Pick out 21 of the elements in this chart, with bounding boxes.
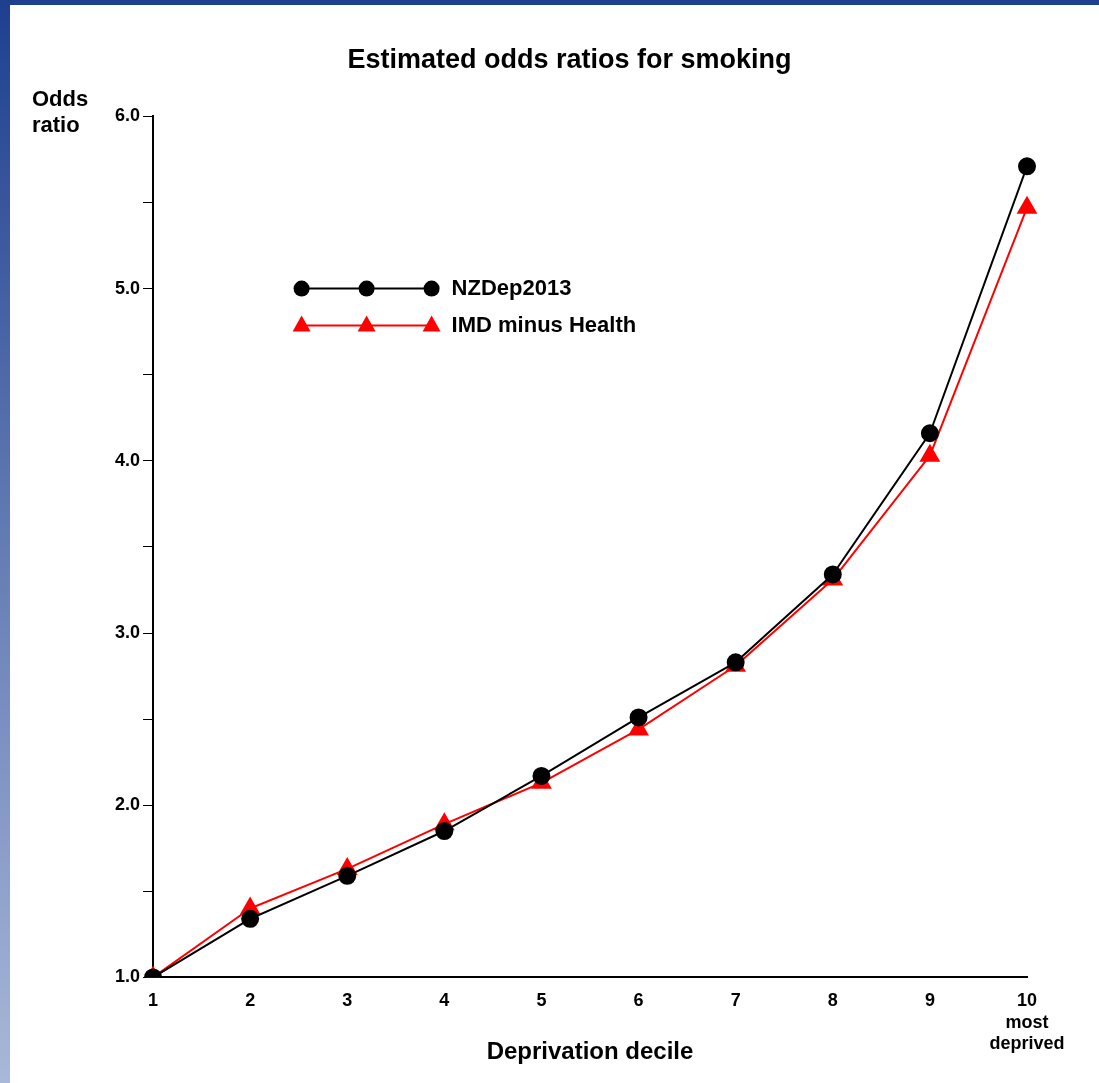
x-tick-label: 6 — [633, 990, 644, 1011]
x-tick-label: 8 — [827, 990, 838, 1011]
x-tick-label: 10 most deprived — [989, 990, 1065, 1054]
y-tick-label: 4.0 — [114, 449, 141, 470]
x-tick-label: 9 — [924, 990, 935, 1011]
y-tick-label: 3.0 — [114, 621, 141, 642]
y-axis-title: Odds ratio — [32, 86, 89, 137]
x-tick-label: 2 — [245, 990, 256, 1011]
x-tick-label: 5 — [536, 990, 547, 1011]
x-tick-label: 1 — [148, 990, 159, 1011]
y-tick-label: 6.0 — [114, 105, 141, 126]
y-tick-label: 5.0 — [114, 277, 141, 298]
x-tick-label: 4 — [439, 990, 450, 1011]
x-tick-label: 7 — [730, 990, 741, 1011]
legend-label: IMD minus Health — [451, 311, 637, 337]
y-tick-label: 2.0 — [114, 794, 141, 815]
x-tick-label: 3 — [342, 990, 353, 1011]
x-axis-title: Deprivation decile — [486, 1037, 694, 1065]
y-tick-label: 1.0 — [114, 966, 141, 987]
chart-title: Estimated odds ratios for smoking — [347, 43, 792, 74]
legend-label: NZDep2013 — [451, 274, 572, 300]
